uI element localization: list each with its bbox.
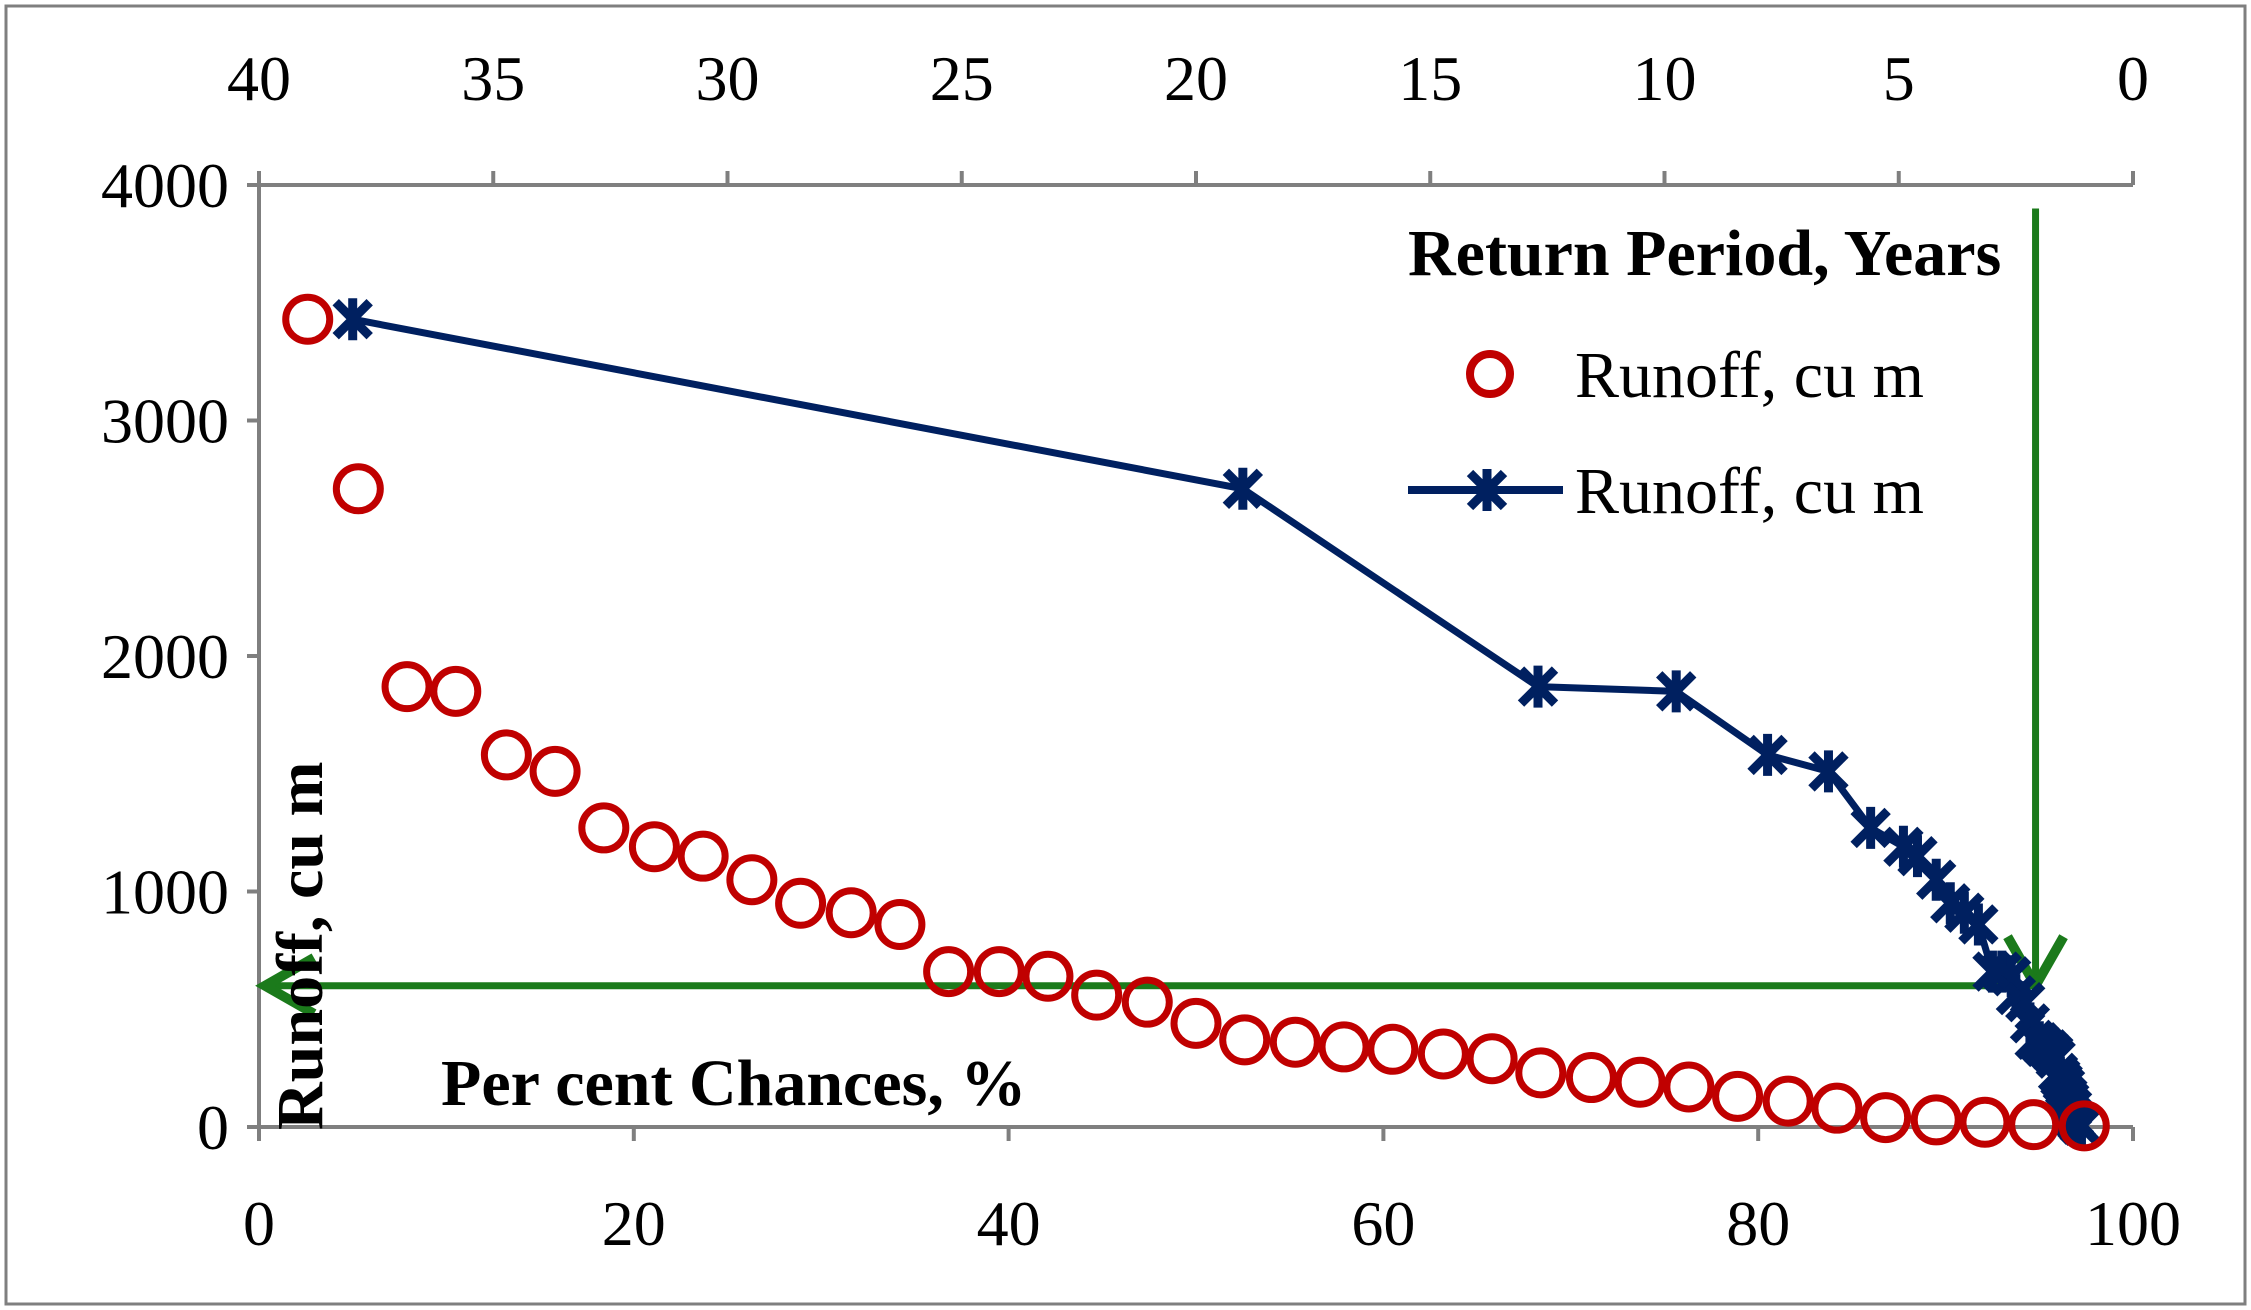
secondary-x-tick-label: 15 [1398, 43, 1462, 114]
star-point [1656, 670, 1697, 713]
y-tick-label: 0 [197, 1092, 229, 1163]
star-point [1958, 903, 1999, 946]
primary-y-axis-title: Runoff, cu m [264, 761, 337, 1130]
circle-point [1466, 1033, 1518, 1085]
secondary-x-tick-label: 20 [1164, 43, 1228, 114]
circle-point [874, 898, 926, 950]
circle-point [2058, 1100, 2110, 1152]
star-point [332, 298, 373, 341]
circle-point [1318, 1021, 1370, 1073]
secondary-x-tick-label: 5 [1883, 43, 1915, 114]
secondary-x-tick-label: 10 [1633, 43, 1697, 114]
secondary-x-tick-label: 0 [2117, 43, 2149, 114]
circle-point [1712, 1070, 1764, 1122]
circle-point [1417, 1028, 1469, 1080]
circle-point [2008, 1099, 2060, 1151]
circle-point [1860, 1092, 1912, 1144]
star-point [1747, 733, 1788, 776]
series-open-circle [282, 293, 2110, 1152]
circle-point [628, 821, 680, 873]
star-point [1808, 750, 1849, 793]
star-point [1850, 806, 1891, 849]
circle-point [430, 665, 482, 717]
circle-point [1269, 1016, 1321, 1068]
chart-border [4, 4, 2247, 1306]
circle-point [1515, 1047, 1567, 1099]
y-tick-label: 2000 [101, 621, 229, 692]
legend-star-marker [1466, 469, 1508, 511]
secondary-x-tick-label: 40 [227, 43, 291, 114]
secondary-x-tick-label: 35 [461, 43, 525, 114]
circle-point [1910, 1094, 1962, 1146]
y-tick-label: 1000 [101, 857, 229, 928]
circle-point [923, 946, 975, 998]
circle-point [1071, 969, 1123, 1021]
x-tick-label: 20 [602, 1188, 666, 1259]
star-point [1517, 665, 1559, 708]
circle-point [332, 463, 384, 515]
secondary-x-tick-label: 30 [696, 43, 760, 114]
circle-point [1022, 950, 1074, 1002]
circle-point [1170, 997, 1222, 1049]
secondary-x-tick-label: 25 [930, 43, 994, 114]
circle-point [529, 745, 581, 797]
circle-point [1565, 1052, 1617, 1104]
circle-point [282, 293, 334, 345]
circle-point [1663, 1061, 1715, 1113]
circle-point [973, 946, 1025, 998]
x-tick-label: 0 [243, 1188, 275, 1259]
circle-point [1811, 1082, 1863, 1134]
circle-point [480, 729, 532, 781]
circle-point [578, 802, 630, 854]
series-line-star [332, 298, 2102, 1147]
x-tick-label: 40 [977, 1188, 1041, 1259]
legend-label-line: Runoff, cu m [1575, 455, 1924, 528]
x-tick-label: 60 [1351, 1188, 1415, 1259]
circle-point [381, 661, 433, 713]
x-tick-label: 80 [1726, 1188, 1790, 1259]
x-tick-label: 100 [2085, 1188, 2181, 1259]
y-tick-label: 3000 [101, 386, 229, 457]
primary-x-axis-title: Per cent Chances, % [441, 1047, 1026, 1120]
circle-point [1762, 1075, 1814, 1127]
circle-point [677, 830, 729, 882]
y-tick-label: 4000 [101, 150, 229, 221]
secondary-x-axis-title: Return Period, Years [1408, 217, 2001, 290]
circle-point [1367, 1023, 1419, 1075]
legend-label-circle: Runoff, cu m [1575, 339, 1924, 412]
circle-point [1959, 1096, 2011, 1148]
star-point [1222, 467, 1264, 510]
star-point [2061, 1104, 2102, 1147]
circle-point [775, 877, 827, 929]
circle-point [825, 887, 877, 939]
legend: Runoff, cu m Runoff, cu m [1408, 339, 1924, 528]
legend-star-glyph [1466, 469, 1508, 511]
circle-point [1219, 1014, 1271, 1066]
circle-point [1121, 976, 1173, 1028]
annotation-arrows [255, 208, 2068, 1018]
circle-point [726, 854, 778, 906]
legend-circle-marker [1466, 350, 1514, 398]
circle-point [1614, 1056, 1666, 1108]
